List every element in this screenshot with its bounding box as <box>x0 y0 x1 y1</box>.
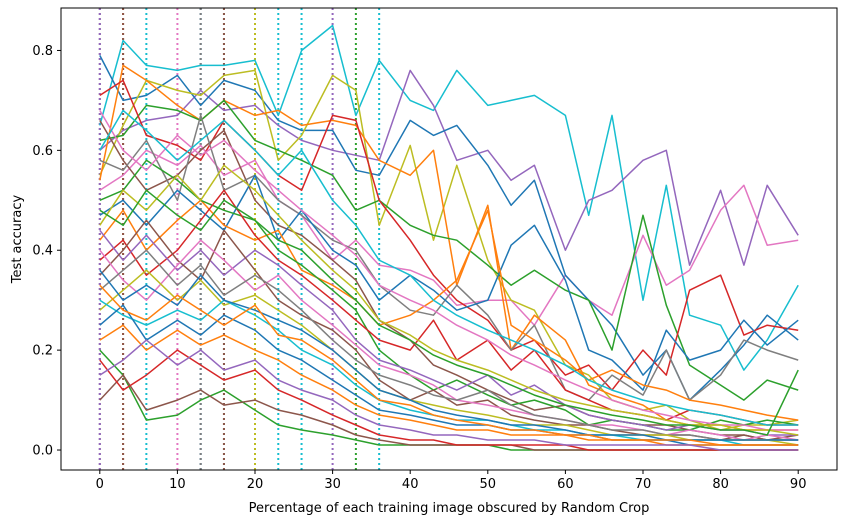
y-tick-label-0.4: 0.4 <box>32 244 53 259</box>
y-axis-label: Test accuracy <box>10 195 25 285</box>
series-line-24 <box>99 349 799 451</box>
series-line-27 <box>99 109 799 426</box>
series-line-0 <box>99 24 799 371</box>
series-line-13 <box>99 189 799 426</box>
series-line-11 <box>99 199 799 421</box>
x-tick-label-70: 70 <box>635 477 652 492</box>
series-line-28 <box>99 164 799 436</box>
x-tick-label-10: 10 <box>169 477 186 492</box>
y-tick-label-0.2: 0.2 <box>32 344 53 359</box>
series-line-16 <box>99 239 799 441</box>
plot-frame <box>60 7 838 471</box>
x-axis-ticks: 0 10 20 30 40 50 60 70 80 90 <box>96 470 807 492</box>
y-tick-label-0.8: 0.8 <box>32 44 53 59</box>
x-axis-label: Percentage of each training image obscur… <box>249 501 650 516</box>
x-tick-label-90: 90 <box>790 477 807 492</box>
x-tick-label-0: 0 <box>96 477 104 492</box>
series-line-29 <box>99 189 799 436</box>
x-tick-label-20: 20 <box>247 477 264 492</box>
series-line-1 <box>99 69 799 266</box>
series-lines <box>99 24 799 451</box>
x-tick-label-30: 30 <box>324 477 341 492</box>
x-tick-label-40: 40 <box>402 477 419 492</box>
series-line-10 <box>99 174 799 391</box>
y-tick-label-0.6: 0.6 <box>32 144 53 159</box>
x-tick-label-60: 60 <box>557 477 574 492</box>
y-axis-ticks: 0.0 0.2 0.4 0.6 0.8 <box>32 44 61 459</box>
series-line-18 <box>99 269 799 446</box>
vertical-reference-lines <box>98 8 381 470</box>
series-line-2 <box>99 144 799 326</box>
series-line-25 <box>99 339 799 451</box>
series-line-4 <box>99 69 799 431</box>
series-line-26 <box>99 110 799 431</box>
x-tick-label-50: 50 <box>480 477 497 492</box>
series-line-20 <box>99 304 799 446</box>
series-line-14 <box>99 229 799 436</box>
series-line-31 <box>99 284 799 446</box>
y-tick-label-0: 0.0 <box>32 444 53 459</box>
x-tick-label-80: 80 <box>712 477 729 492</box>
series-line-17 <box>99 249 799 441</box>
